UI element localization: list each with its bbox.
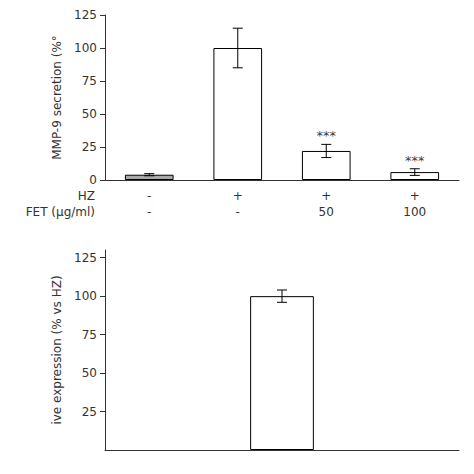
svg-text:0: 0: [89, 173, 97, 187]
svg-text:-: -: [147, 189, 151, 203]
svg-text:MMP-9 secretion (%°: MMP-9 secretion (%°: [50, 35, 64, 160]
svg-text:50: 50: [319, 205, 334, 219]
svg-text:***: ***: [405, 153, 425, 168]
svg-text:25: 25: [82, 140, 97, 154]
svg-text:75: 75: [82, 74, 97, 88]
svg-text:50: 50: [82, 366, 97, 380]
svg-text:+: +: [321, 189, 331, 203]
svg-text:50: 50: [82, 107, 97, 121]
svg-text:-: -: [236, 205, 240, 219]
svg-text:125: 125: [74, 251, 97, 265]
svg-text:ive expression (% vs HZ): ive expression (% vs HZ): [50, 275, 64, 424]
svg-text:100: 100: [403, 205, 426, 219]
svg-text:75: 75: [82, 328, 97, 342]
svg-text:+: +: [233, 189, 243, 203]
svg-text:25: 25: [82, 405, 97, 419]
svg-text:HZ: HZ: [78, 189, 95, 203]
svg-text:FET (μg/ml): FET (μg/ml): [26, 205, 95, 219]
svg-text:-: -: [147, 205, 151, 219]
svg-text:+: +: [410, 189, 420, 203]
svg-text:***: ***: [317, 128, 337, 143]
svg-text:100: 100: [74, 289, 97, 303]
svg-text:100: 100: [74, 41, 97, 55]
svg-text:125: 125: [74, 8, 97, 22]
